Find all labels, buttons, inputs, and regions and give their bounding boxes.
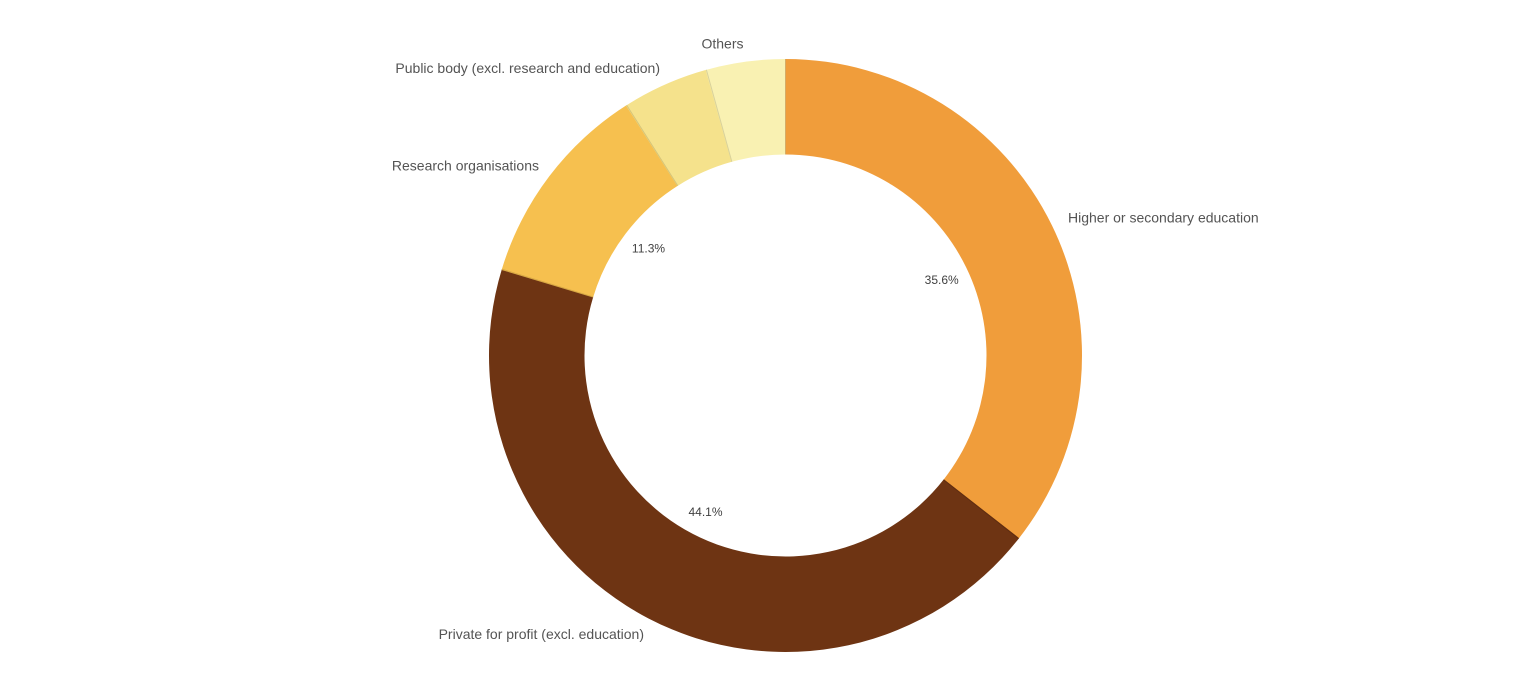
- svg-text:11.3%: 11.3%: [632, 242, 665, 256]
- svg-text:Private for profit (excl. educ: Private for profit (excl. education): [439, 626, 644, 642]
- svg-text:Research organisations: Research organisations: [392, 158, 539, 174]
- svg-text:Higher or secondary education: Higher or secondary education: [1068, 210, 1259, 226]
- svg-text:44.1%: 44.1%: [688, 505, 722, 519]
- svg-text:Others: Others: [701, 36, 743, 52]
- svg-text:35.6%: 35.6%: [925, 273, 959, 287]
- svg-text:Public body (excl. research an: Public body (excl. research and educatio…: [395, 60, 660, 76]
